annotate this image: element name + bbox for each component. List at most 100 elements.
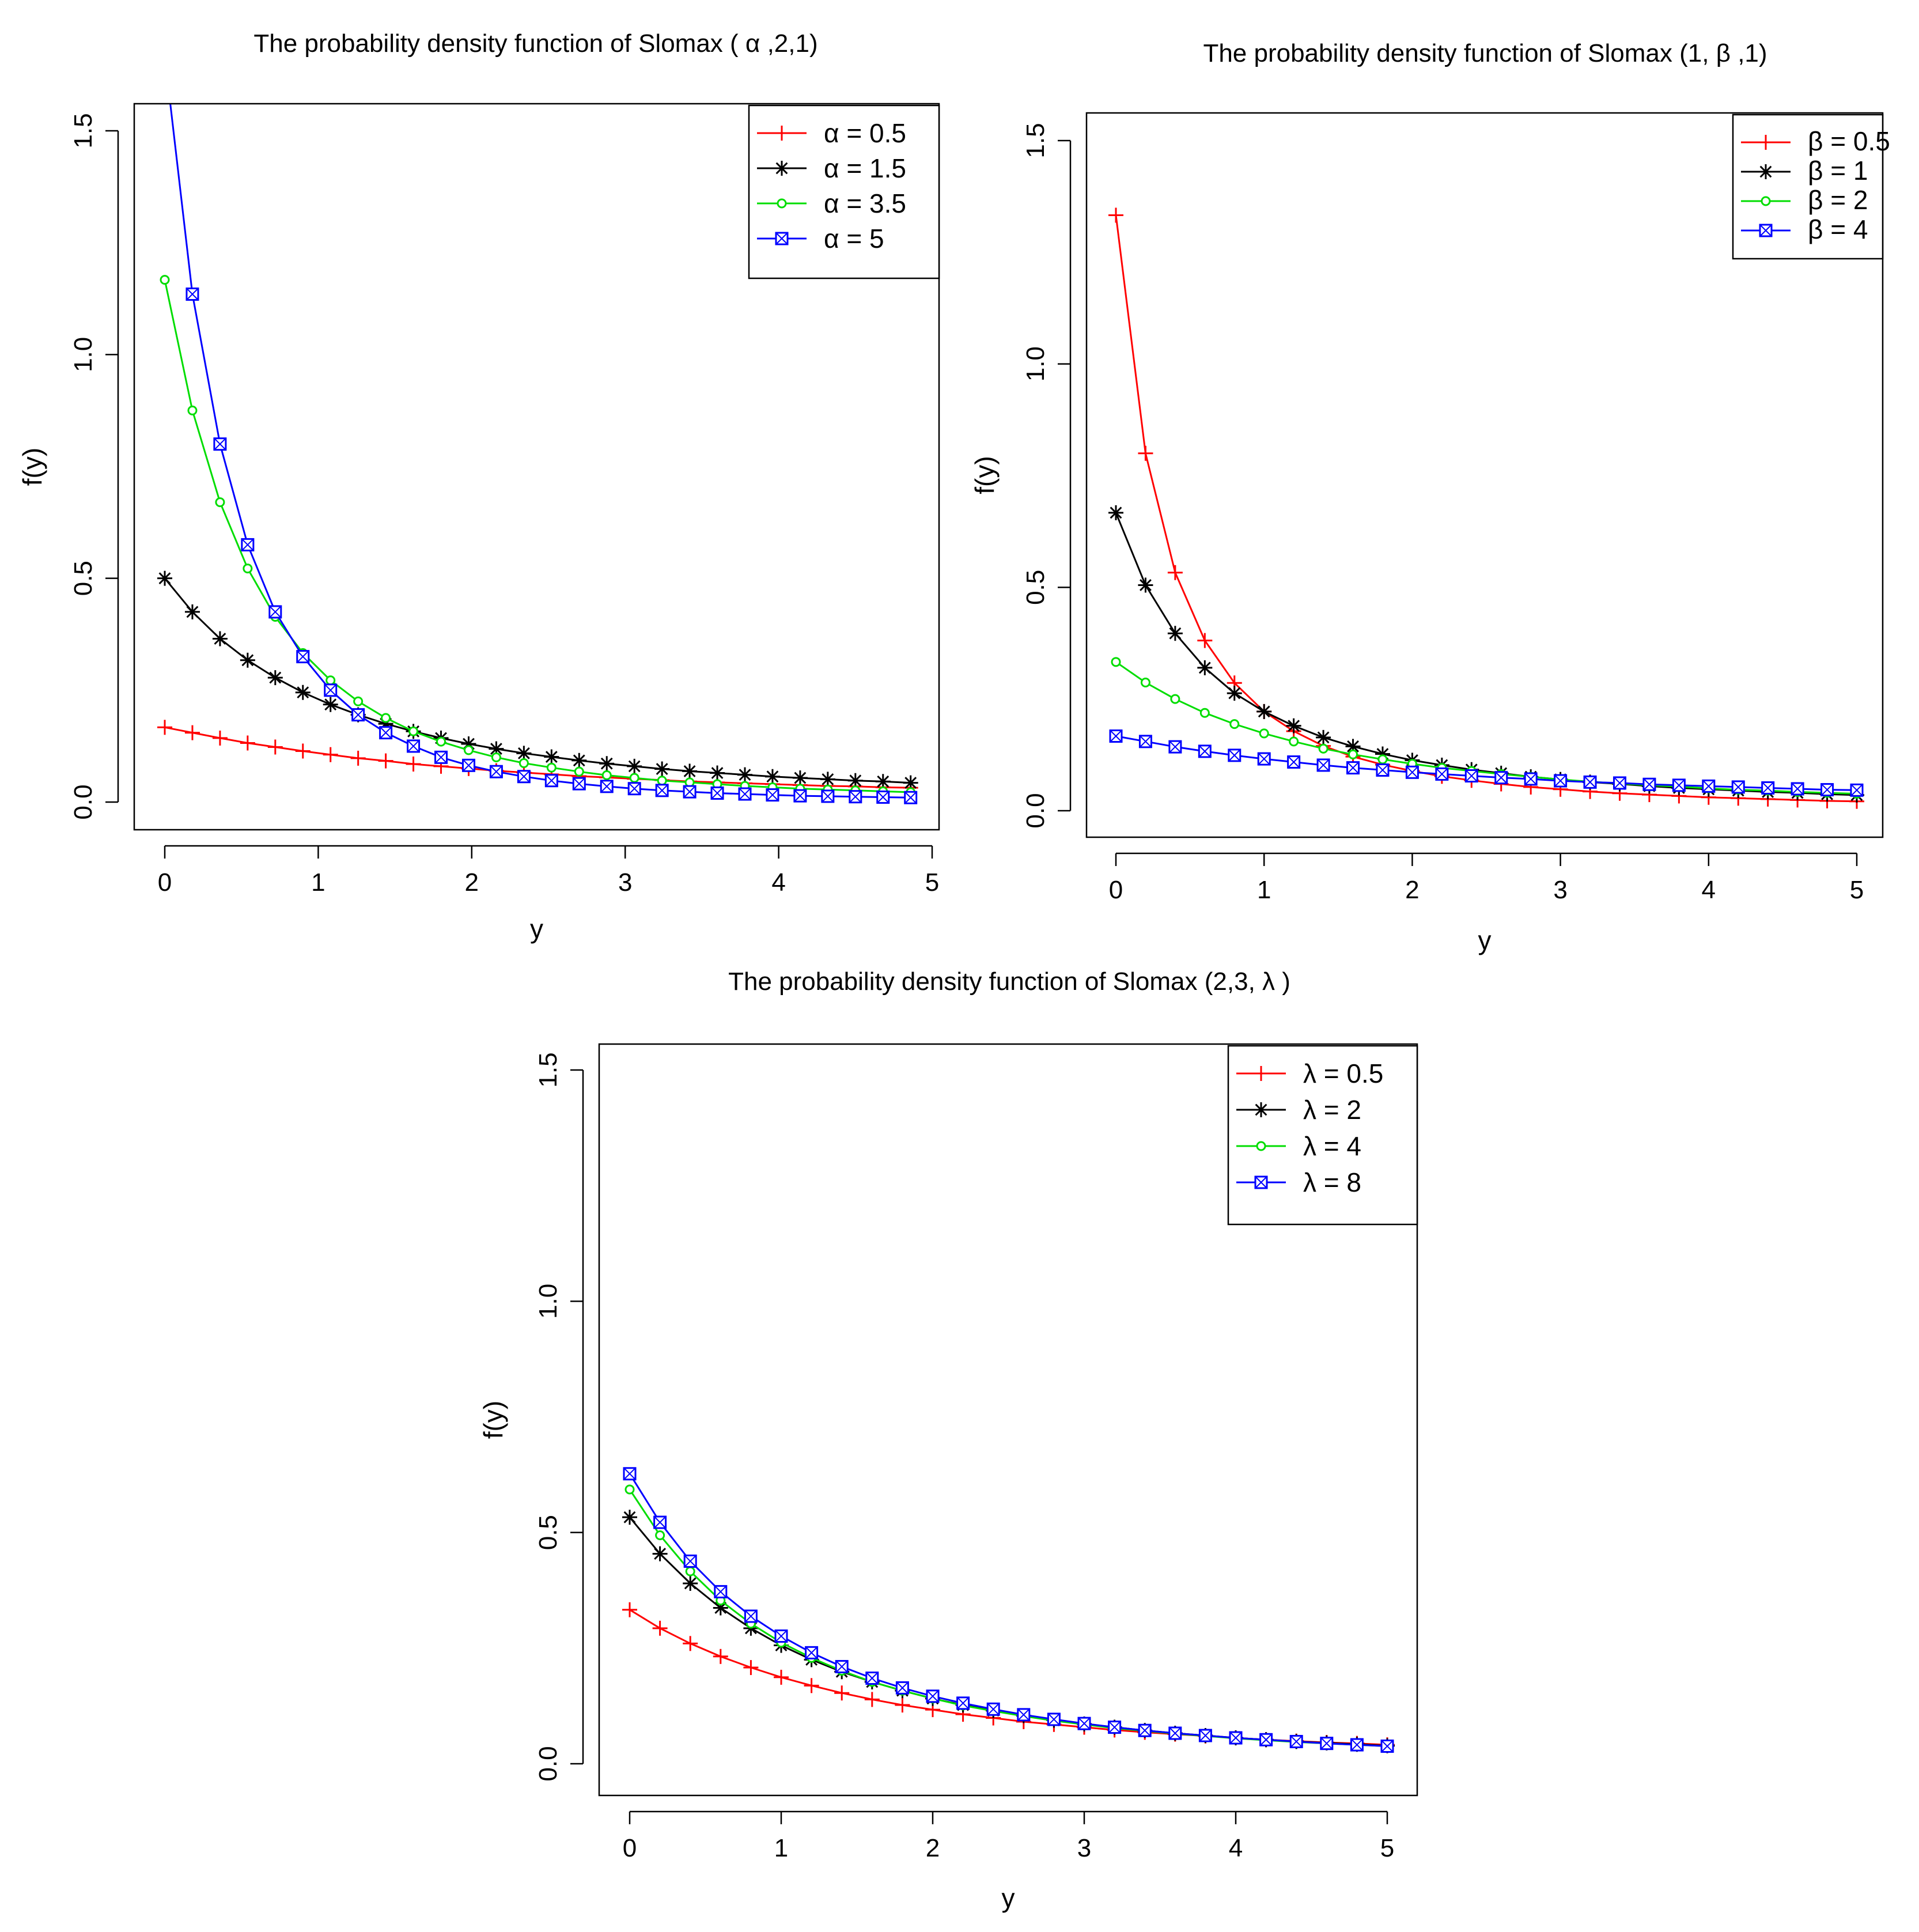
- chart-2-series-4-point-0-x2: [1110, 729, 1122, 743]
- chart-3-series-4-point-4-x2: [744, 1610, 758, 1623]
- chart-3-series-4-point-5: [774, 1629, 788, 1643]
- chart-1-series-4-point-25-x2: [849, 790, 862, 803]
- chart-1-series-1-point-1: [184, 725, 200, 740]
- chart-2-series-group: [1108, 207, 1864, 809]
- chart-2-series-3-point-5-ring: [1259, 728, 1269, 739]
- chart-1-series-4-point-1-x2: [186, 288, 199, 301]
- chart-1-series-3-point-0-ring: [160, 275, 170, 285]
- chart-1-legend: α = 0.5 α = 1.5 α = 3.5 α = 5: [748, 104, 940, 279]
- chart-1-x-tick-label-2: 2: [465, 868, 479, 897]
- chart-1-series-2-point-22: [764, 769, 780, 784]
- chart-2-series-2-point-1-d2: [1140, 579, 1152, 591]
- chart-1-series-3-point-13-ring: [518, 758, 529, 768]
- chart-1-legend-label-4: α = 5: [824, 224, 884, 254]
- chart-2-series-2-point-4: [1227, 686, 1242, 701]
- chart-1-legend-entry-4: α = 5: [757, 224, 884, 254]
- chart-1-legend-marker-4: [775, 232, 789, 245]
- chart-3-series-2-point-1-d2: [654, 1548, 667, 1560]
- chart-1-series-3-point-10: [436, 736, 446, 747]
- chart-3-legend-entry-2: λ = 2: [1236, 1095, 1361, 1125]
- chart-2-series-2-point-5: [1256, 704, 1272, 719]
- chart-1-x-tick-label-0: 0: [158, 868, 172, 897]
- chart-3-series-4-point-8-x2: [866, 1672, 879, 1685]
- chart-1-series-1-point-8: [378, 753, 393, 769]
- chart-3-series-4: [623, 1467, 1394, 1753]
- chart-1-series-3-point-9-ring: [408, 726, 419, 736]
- chart-2-series-4-point-0: [1109, 729, 1123, 743]
- chart-3-series-4-point-10: [926, 1689, 940, 1703]
- chart-1-title: The probability density function of Slom…: [253, 29, 817, 58]
- chart-1-series-4-point-7-x2: [351, 708, 365, 721]
- chart-2-series-4-point-4: [1228, 748, 1242, 762]
- chart-1-series-4-point-3: [241, 538, 255, 551]
- chart-1-series-2-point-23-d2: [794, 772, 807, 784]
- chart-2-series-3-point-2: [1170, 694, 1180, 704]
- chart-2-series-2-point-7-d2: [1317, 731, 1330, 744]
- chart-3-series-1-point-5: [774, 1669, 789, 1685]
- chart-3-series-4-point-4: [744, 1609, 758, 1623]
- chart-3-series-4-point-22: [1289, 1734, 1303, 1748]
- chart-1-y-tick-label-1: 0.5: [69, 561, 97, 596]
- chart-1-series-3-point-7: [353, 696, 364, 706]
- chart-1-series-1-point-0: [157, 720, 172, 735]
- chart-1-series-4-point-15: [572, 777, 586, 791]
- chart-2-series-3-point-0: [1111, 657, 1121, 667]
- chart-2-series-4-point-12: [1464, 769, 1478, 783]
- chart-1-series-2-point-24: [820, 772, 835, 787]
- chart-1-series-2-point-12-d2: [490, 743, 502, 755]
- chart-2-series-4-point-1-x2: [1139, 735, 1152, 748]
- chart-1-y-tick-label-2: 1.0: [69, 337, 97, 372]
- chart-1-series-3-point-3: [243, 564, 253, 574]
- chart-1-series-2-point-4: [267, 670, 283, 686]
- chart-2-series-3-point-5: [1259, 728, 1269, 739]
- chart-1-plot-frame: [133, 103, 940, 831]
- chart-1-series-2-point-21-d2: [739, 769, 751, 781]
- chart-3-y-tick-label-2: 1.0: [534, 1284, 562, 1319]
- chart-2-legend-entry-2: β = 1: [1741, 156, 1868, 186]
- chart-1-y-tick-label-3: 1.5: [69, 113, 97, 148]
- chart-3-x-tick-label-1: 1: [774, 1834, 788, 1862]
- chart-3-x-label: y: [1002, 1883, 1015, 1913]
- chart-2-y-tick-label-3: 1.5: [1021, 123, 1050, 158]
- chart-1-series-2-point-18: [654, 761, 670, 777]
- chart-1-series-3-point-0: [160, 275, 170, 285]
- chart-1-legend-marker-3: [777, 198, 787, 209]
- chart-2-series-4-point-20-x2: [1702, 780, 1715, 793]
- chart-1-series-2-point-14: [544, 749, 559, 765]
- chart-2-series-4-point-8-x2: [1346, 761, 1360, 774]
- chart-2-series-4-point-6-x2: [1287, 755, 1300, 769]
- chart-2-series-1-point-2: [1167, 565, 1183, 580]
- chart-1-series-2-point-0: [157, 570, 172, 586]
- chart-1-series-2-point-17: [627, 758, 642, 774]
- chart-1-series-4-point-2-x2: [214, 437, 226, 451]
- chart-1-series-2-point-5: [295, 685, 311, 700]
- chart-1-series-4-point-7: [351, 708, 365, 722]
- chart-1-series-4-point-10: [434, 750, 448, 764]
- chart-3-series-4-point-22-x2: [1290, 1735, 1303, 1748]
- chart-3-series-4-point-12: [986, 1702, 1000, 1716]
- chart-3-series-3-point-2: [685, 1566, 695, 1576]
- chart-3-series-4-point-16: [1108, 1721, 1122, 1734]
- chart-1-x-axis: 0 1 2 3 4 5: [158, 845, 939, 897]
- chart-3-series-3-point-0: [624, 1484, 635, 1495]
- chart-2-series-4-point-3: [1198, 744, 1212, 758]
- chart-3-series-4-point-24-x2: [1350, 1738, 1364, 1751]
- chart-2-series-4-point-19: [1672, 778, 1686, 792]
- chart-3-series-4-point-18: [1168, 1726, 1182, 1740]
- chart-2-series-4-point-11-x2: [1436, 767, 1448, 781]
- chart-1-series-2-point-15: [571, 753, 587, 768]
- chart-3-plot-frame: [598, 1043, 1418, 1797]
- chart-2-series-2-point-8: [1345, 739, 1361, 754]
- chart-2-series-4-point-8: [1346, 761, 1360, 775]
- chart-2-series-4-point-14: [1524, 772, 1538, 786]
- chart-3-series-4-point-14-x2: [1047, 1713, 1061, 1726]
- chart-3-series-2-point-2: [683, 1575, 698, 1591]
- chart-1-series-4-point-23: [793, 789, 807, 803]
- chart-2-series-4-point-15-x2: [1554, 774, 1567, 787]
- chart-2-series-2-point-4-d2: [1228, 687, 1241, 700]
- chart-2-legend-label-4: β = 4: [1808, 214, 1868, 244]
- chart-3-series-4-point-17-x2: [1138, 1724, 1151, 1737]
- chart-1-series-4-point-11: [461, 758, 475, 772]
- chart-2-series-2-point-5-d2: [1258, 705, 1270, 718]
- chart-1-series-4-point-27-x2: [904, 791, 917, 804]
